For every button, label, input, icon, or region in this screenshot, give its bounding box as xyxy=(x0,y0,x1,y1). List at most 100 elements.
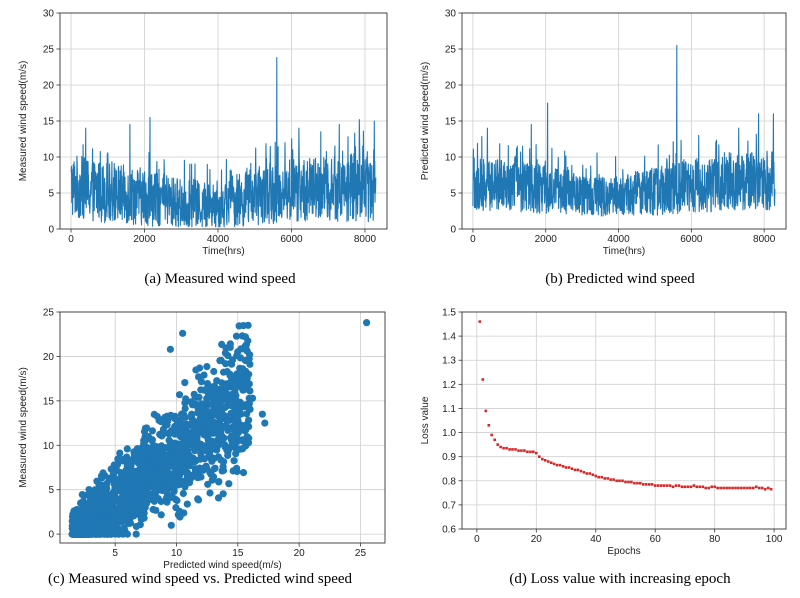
tick-labels: 0 20 40 60 80 100 0.6 0.7 0.8 0.9 1.0 1.1 1.2 1.3 1.4 1… xyxy=(442,308,783,546)
y-tick-label: 1.3 xyxy=(442,356,456,367)
loss-point xyxy=(686,485,690,489)
loss-point xyxy=(508,448,511,451)
y-tick-label: 10 xyxy=(43,441,55,452)
x-tick-label: 80 xyxy=(709,534,721,545)
scatter-point xyxy=(121,472,130,480)
scatter-point xyxy=(170,464,179,472)
scatter-point xyxy=(86,497,94,505)
loss-point xyxy=(546,460,550,463)
loss-point xyxy=(505,446,508,450)
x-tick-label: 6000 xyxy=(280,234,303,245)
scatter-point xyxy=(184,469,192,477)
loss-point xyxy=(582,471,586,474)
scatter-point xyxy=(106,530,114,538)
scatter-point xyxy=(132,530,140,538)
loss-point xyxy=(514,448,517,451)
scatter-point xyxy=(245,370,253,378)
scatter-point xyxy=(202,417,210,426)
scatter-point xyxy=(203,384,211,392)
x-tick-label: 15 xyxy=(232,548,244,559)
x-tick-label: 60 xyxy=(650,534,662,545)
outlier-point xyxy=(258,410,266,418)
y-tick-label: 5 xyxy=(48,189,54,200)
scatter-point xyxy=(220,368,228,376)
caption-d: (d) Loss value with increasing epoch xyxy=(509,571,731,587)
scatter-point xyxy=(148,427,156,435)
y-tick-label: 1.5 xyxy=(442,308,456,319)
loss-point xyxy=(665,484,669,487)
loss-point xyxy=(734,486,737,490)
loss-point xyxy=(526,450,529,454)
scatter-point xyxy=(145,491,153,499)
scatter-point xyxy=(203,464,211,473)
loss-point xyxy=(549,461,553,464)
scatter-point xyxy=(118,526,126,534)
scatter-points xyxy=(68,321,254,538)
scatter-point xyxy=(151,458,160,466)
tick-labels: 5 10 15 20 25 0 5 10 15 20 25 xyxy=(43,308,367,560)
scatter-point xyxy=(179,439,187,447)
scatter-point xyxy=(211,407,219,416)
loss-point xyxy=(722,486,725,490)
loss-point xyxy=(627,480,630,484)
scatter-point xyxy=(188,401,197,409)
x-tick-label: 40 xyxy=(590,534,602,545)
loss-point xyxy=(671,485,675,489)
loss-point xyxy=(677,484,681,487)
axes-frame xyxy=(461,311,787,530)
loss-point xyxy=(624,480,627,484)
chart-b-predicted-wind-speed: 0 2000 4000 6000 8000 0 5 10 15 20 25 30 Time(hrs) Pr… xyxy=(420,9,787,257)
caption-c: (c) Measured wind speed vs. Predicted wi… xyxy=(47,571,353,587)
scatter-point xyxy=(116,449,124,457)
loss-point xyxy=(636,481,639,485)
scatter-point xyxy=(126,519,135,527)
scatter-point xyxy=(93,477,101,485)
scatter-point xyxy=(137,489,145,497)
loss-point xyxy=(692,484,696,487)
scatter-point xyxy=(183,500,191,508)
scatter-point xyxy=(188,419,196,427)
scatter-point xyxy=(153,412,161,421)
loss-point xyxy=(743,486,746,490)
loss-point xyxy=(606,477,609,480)
scatter-point xyxy=(132,522,140,531)
y-tick-label: 25 xyxy=(43,308,55,319)
scatter-point xyxy=(232,374,240,382)
scatter-point xyxy=(163,473,171,481)
loss-point xyxy=(579,469,583,473)
scatter-point xyxy=(194,496,203,504)
loss-point xyxy=(707,486,710,490)
scatter-point xyxy=(168,492,176,500)
x-tick-label: 100 xyxy=(766,534,783,545)
scatter-point xyxy=(193,468,201,476)
scatter-point xyxy=(233,467,241,476)
loss-point xyxy=(499,445,502,449)
scatter-point xyxy=(164,414,172,422)
scatter-point xyxy=(167,521,175,529)
x-tick-label: 8000 xyxy=(753,234,776,245)
scatter-point xyxy=(232,392,240,400)
loss-point xyxy=(668,484,672,487)
outlier-point xyxy=(194,373,203,381)
loss-point xyxy=(496,443,499,446)
loss-point xyxy=(639,481,642,485)
scatter-point xyxy=(109,520,117,528)
scatter-point xyxy=(234,416,242,425)
outlier-point xyxy=(248,394,257,402)
x-tick-label: 2000 xyxy=(133,234,156,245)
scatter-point xyxy=(97,529,105,538)
scatter-point xyxy=(142,499,151,508)
caption-a: (a) Measured wind speed xyxy=(144,271,296,287)
scatter-point xyxy=(240,385,249,394)
x-tick-label: 20 xyxy=(294,548,306,559)
loss-point xyxy=(716,486,719,490)
axes-frame xyxy=(59,12,388,230)
scatter-point xyxy=(143,463,151,471)
scatter-point xyxy=(181,404,189,413)
scatter-point xyxy=(131,509,139,517)
loss-point xyxy=(710,485,713,489)
scatter-point xyxy=(166,442,174,450)
scatter-point xyxy=(232,450,240,458)
scatter-point xyxy=(193,435,201,443)
scatter-point xyxy=(218,387,226,395)
